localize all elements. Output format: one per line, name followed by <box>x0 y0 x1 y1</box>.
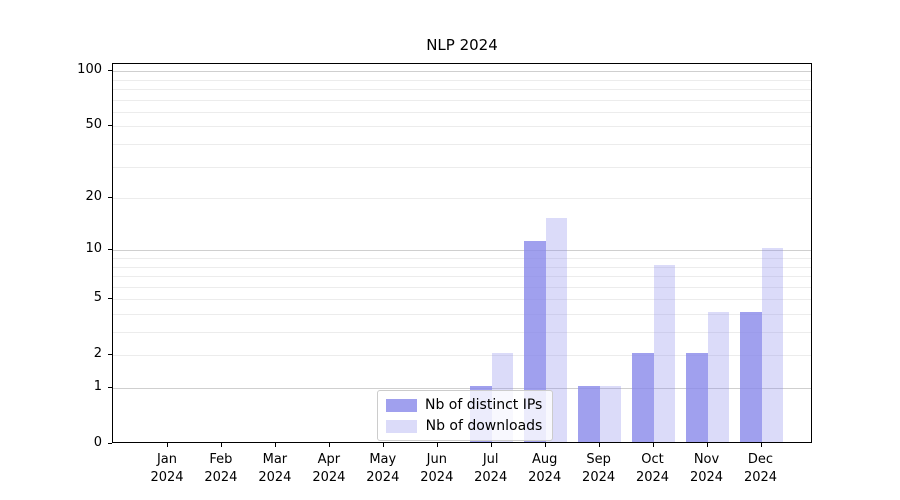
minor-gridline-9 <box>113 258 811 259</box>
bar-distinct-ips-oct <box>632 353 654 442</box>
legend-label-downloads: Nb of downloads <box>425 418 543 434</box>
legend-swatch-distinct-ips <box>386 398 417 412</box>
x-tick-label-mar: Mar 2024 <box>258 452 292 485</box>
bar-downloads-nov <box>707 312 729 442</box>
y-tick-label-0: 0 <box>93 434 102 450</box>
x-tick-mark-may <box>382 443 384 447</box>
minor-gridline-60 <box>113 111 811 113</box>
y-tick-label-20: 20 <box>85 188 102 204</box>
x-tick-label-nov: Nov 2024 <box>689 452 724 485</box>
x-tick-label-apr: Apr 2024 <box>312 452 346 485</box>
bar-downloads-dec <box>761 248 783 442</box>
x-tick-label-dec: Dec 2024 <box>743 452 778 485</box>
minor-gridline-50 <box>113 126 811 128</box>
minor-gridline-5 <box>113 299 811 301</box>
major-gridline-1 <box>113 388 811 389</box>
minor-gridline-70 <box>113 99 811 101</box>
minor-gridline-2 <box>113 355 811 357</box>
x-tick-mark-nov <box>706 443 708 447</box>
y-tick-label-100: 100 <box>77 61 102 77</box>
x-tick-label-sep: Sep 2024 <box>582 452 616 485</box>
bar-distinct-ips-dec <box>740 312 762 442</box>
legend-row-1: Nb of downloads <box>386 418 542 434</box>
major-gridline-10 <box>113 250 811 252</box>
legend-row-0: Nb of distinct IPs <box>386 397 542 413</box>
x-tick-mark-aug <box>544 443 546 447</box>
legend: Nb of distinct IPs Nb of downloads <box>377 390 554 441</box>
x-tick-label-oct: Oct 2024 <box>635 452 670 485</box>
minor-gridline-20 <box>113 198 811 200</box>
legend-swatch-downloads <box>386 419 417 433</box>
minor-gridline-8 <box>113 266 811 268</box>
y-tick-mark-2 <box>108 354 112 356</box>
x-tick-label-jul: Jul 2024 <box>474 452 508 485</box>
minor-gridline-30 <box>113 166 811 168</box>
bar-downloads-sep <box>599 386 622 442</box>
x-tick-mark-jan <box>167 443 168 447</box>
y-tick-mark-5 <box>108 298 112 300</box>
x-tick-mark-jun <box>436 443 438 447</box>
minor-gridline-80 <box>113 89 811 90</box>
legend-label-distinct-ips: Nb of distinct IPs <box>425 397 543 413</box>
y-tick-label-5: 5 <box>93 289 102 305</box>
x-tick-mark-oct <box>652 443 654 447</box>
y-tick-label-10: 10 <box>85 240 102 256</box>
y-tick-mark-0 <box>108 443 112 444</box>
y-tick-mark-10 <box>108 249 112 251</box>
major-gridline-100 <box>113 71 811 73</box>
y-tick-mark-100 <box>108 70 112 72</box>
minor-gridline-3 <box>113 332 811 333</box>
minor-gridline-4 <box>113 314 811 315</box>
minor-gridline-7 <box>113 276 811 277</box>
minor-gridline-6 <box>113 286 811 288</box>
x-tick-label-aug: Aug 2024 <box>528 452 562 485</box>
bar-distinct-ips-nov <box>686 353 708 442</box>
plot-area <box>112 63 812 443</box>
x-tick-mark-apr <box>328 443 330 447</box>
x-tick-mark-mar <box>274 443 276 447</box>
x-tick-label-may: May 2024 <box>366 452 400 485</box>
x-tick-mark-jul <box>490 443 492 447</box>
bar-downloads-oct <box>653 264 675 442</box>
y-tick-label-2: 2 <box>93 345 102 361</box>
bar-distinct-ips-sep <box>578 386 600 442</box>
x-tick-label-feb: Feb 2024 <box>204 452 238 485</box>
x-tick-label-jun: Jun 2024 <box>420 452 454 485</box>
x-tick-label-jan: Jan 2024 <box>150 452 184 485</box>
x-tick-mark-dec <box>760 443 762 447</box>
y-tick-mark-50 <box>108 125 112 127</box>
x-tick-mark-feb <box>220 443 222 447</box>
x-tick-mark-sep <box>598 443 600 447</box>
chart-title: NLP 2024 <box>426 36 498 54</box>
minor-gridline-40 <box>113 144 811 145</box>
y-tick-label-50: 50 <box>85 116 102 132</box>
y-tick-mark-1 <box>108 387 112 388</box>
y-tick-mark-20 <box>108 197 112 199</box>
bar-downloads-aug <box>545 218 568 442</box>
minor-gridline-90 <box>113 79 811 81</box>
y-tick-label-1: 1 <box>93 378 102 394</box>
